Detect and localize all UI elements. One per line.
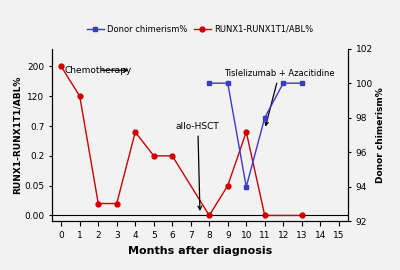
Y-axis label: Donor chimerism%: Donor chimerism% [376,87,385,183]
X-axis label: Months after diagnosis: Months after diagnosis [128,246,272,256]
Legend: Donor chimerism%, RUNX1-RUNX1T1/ABL%: Donor chimerism%, RUNX1-RUNX1T1/ABL% [84,22,316,37]
Text: Chemotherapy: Chemotherapy [65,66,132,75]
Y-axis label: RUNX1-RUNX1T1/ABL%: RUNX1-RUNX1T1/ABL% [12,76,22,194]
Text: allo-HSCT: allo-HSCT [176,122,220,210]
Text: Tislelizumab + Azacitidine: Tislelizumab + Azacitidine [224,69,335,125]
